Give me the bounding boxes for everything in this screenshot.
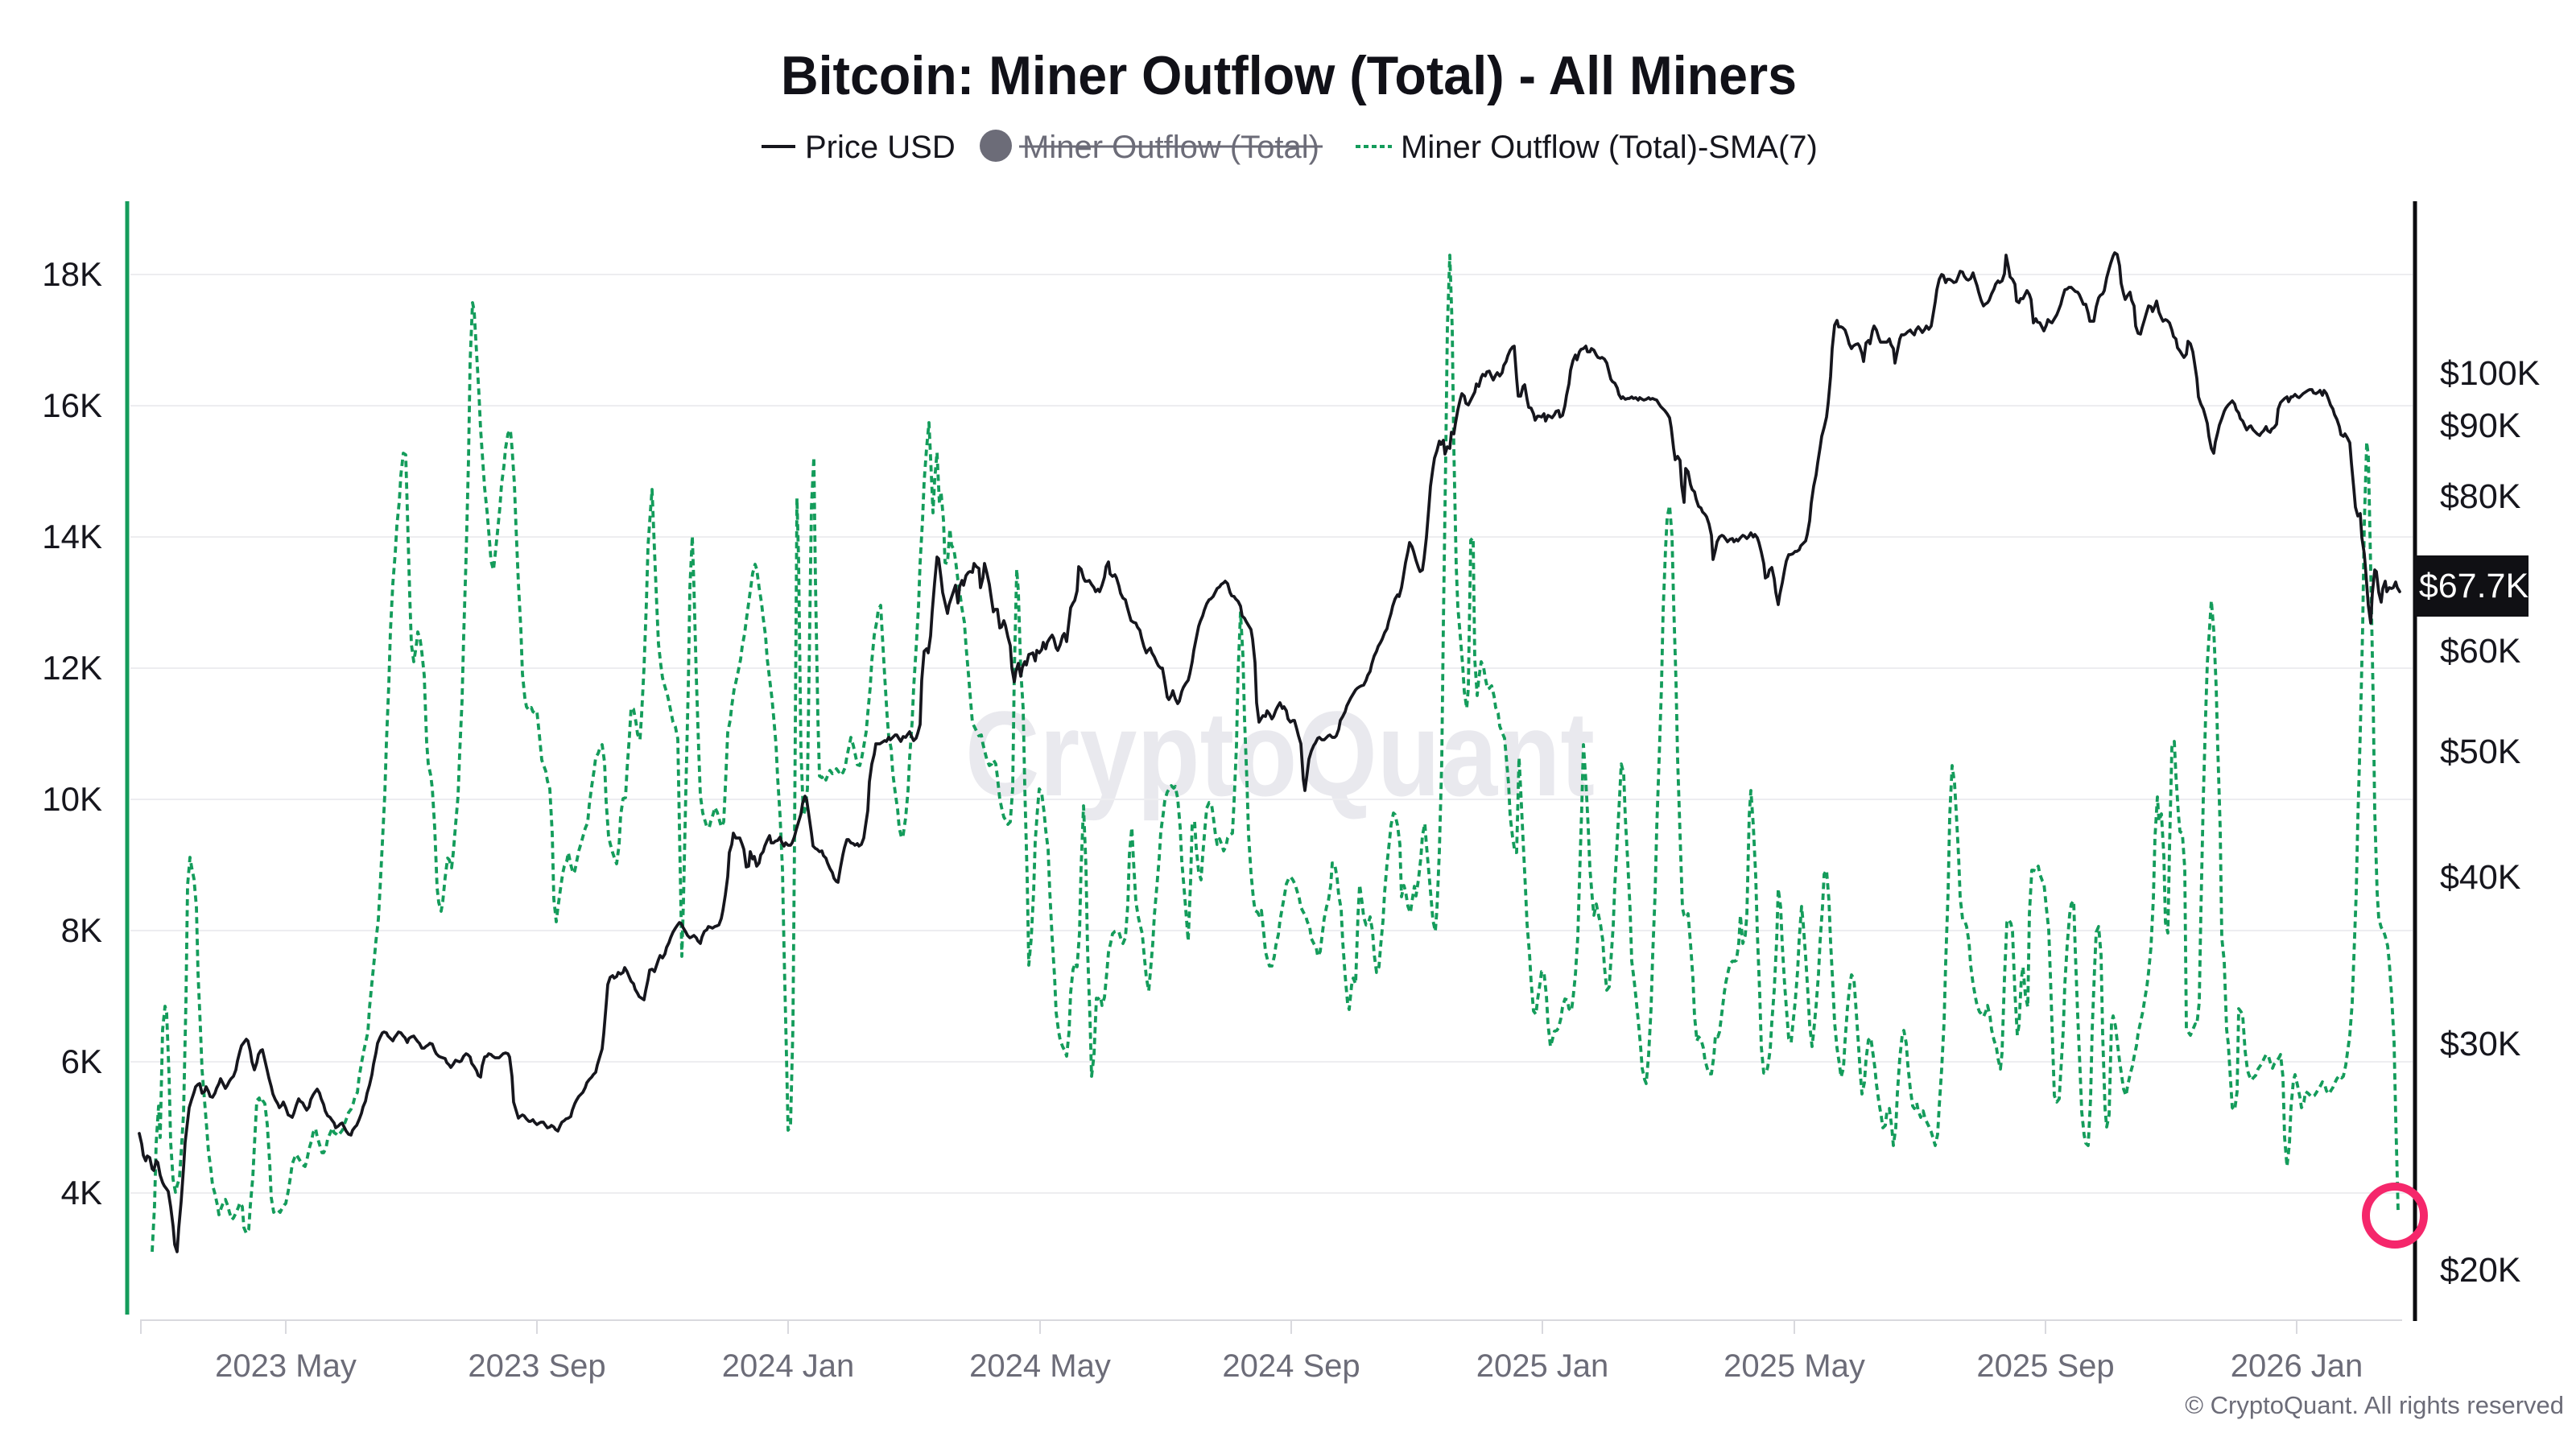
svg-text:6K: 6K — [61, 1042, 102, 1080]
svg-text:10K: 10K — [42, 780, 102, 818]
svg-text:2025 Jan: 2025 Jan — [1476, 1348, 1609, 1384]
svg-text:$67.7K: $67.7K — [2419, 567, 2529, 605]
svg-text:© CryptoQuant. All rights rese: © CryptoQuant. All rights reserved — [2185, 1391, 2564, 1419]
svg-text:$50K: $50K — [2440, 733, 2521, 771]
svg-text:12K: 12K — [42, 649, 102, 687]
svg-text:4K: 4K — [61, 1174, 102, 1212]
svg-text:2023 Sep: 2023 Sep — [468, 1348, 605, 1384]
svg-text:2025 Sep: 2025 Sep — [1976, 1348, 2114, 1384]
svg-text:Price USD: Price USD — [805, 130, 956, 165]
svg-text:16K: 16K — [42, 386, 102, 424]
svg-text:2024 May: 2024 May — [969, 1348, 1111, 1384]
svg-text:2023 May: 2023 May — [215, 1348, 357, 1384]
svg-text:$40K: $40K — [2440, 858, 2521, 897]
svg-text:8K: 8K — [61, 911, 102, 949]
svg-text:$80K: $80K — [2440, 477, 2521, 516]
svg-text:2024 Sep: 2024 Sep — [1222, 1348, 1360, 1384]
svg-text:2024 Jan: 2024 Jan — [722, 1348, 855, 1384]
svg-text:$20K: $20K — [2440, 1251, 2521, 1290]
svg-text:$60K: $60K — [2440, 632, 2521, 671]
svg-text:Miner Outflow (Total)-SMA(7): Miner Outflow (Total)-SMA(7) — [1401, 130, 1818, 165]
svg-text:$30K: $30K — [2440, 1025, 2521, 1063]
svg-text:14K: 14K — [42, 518, 102, 555]
svg-text:2026 Jan: 2026 Jan — [2231, 1348, 2363, 1384]
svg-text:$90K: $90K — [2440, 407, 2521, 445]
svg-text:18K: 18K — [42, 255, 102, 293]
svg-text:Bitcoin: Miner Outflow (Total): Bitcoin: Miner Outflow (Total) - All Min… — [781, 45, 1797, 106]
svg-text:$100K: $100K — [2440, 354, 2541, 393]
svg-text:2025 May: 2025 May — [1724, 1348, 1865, 1384]
